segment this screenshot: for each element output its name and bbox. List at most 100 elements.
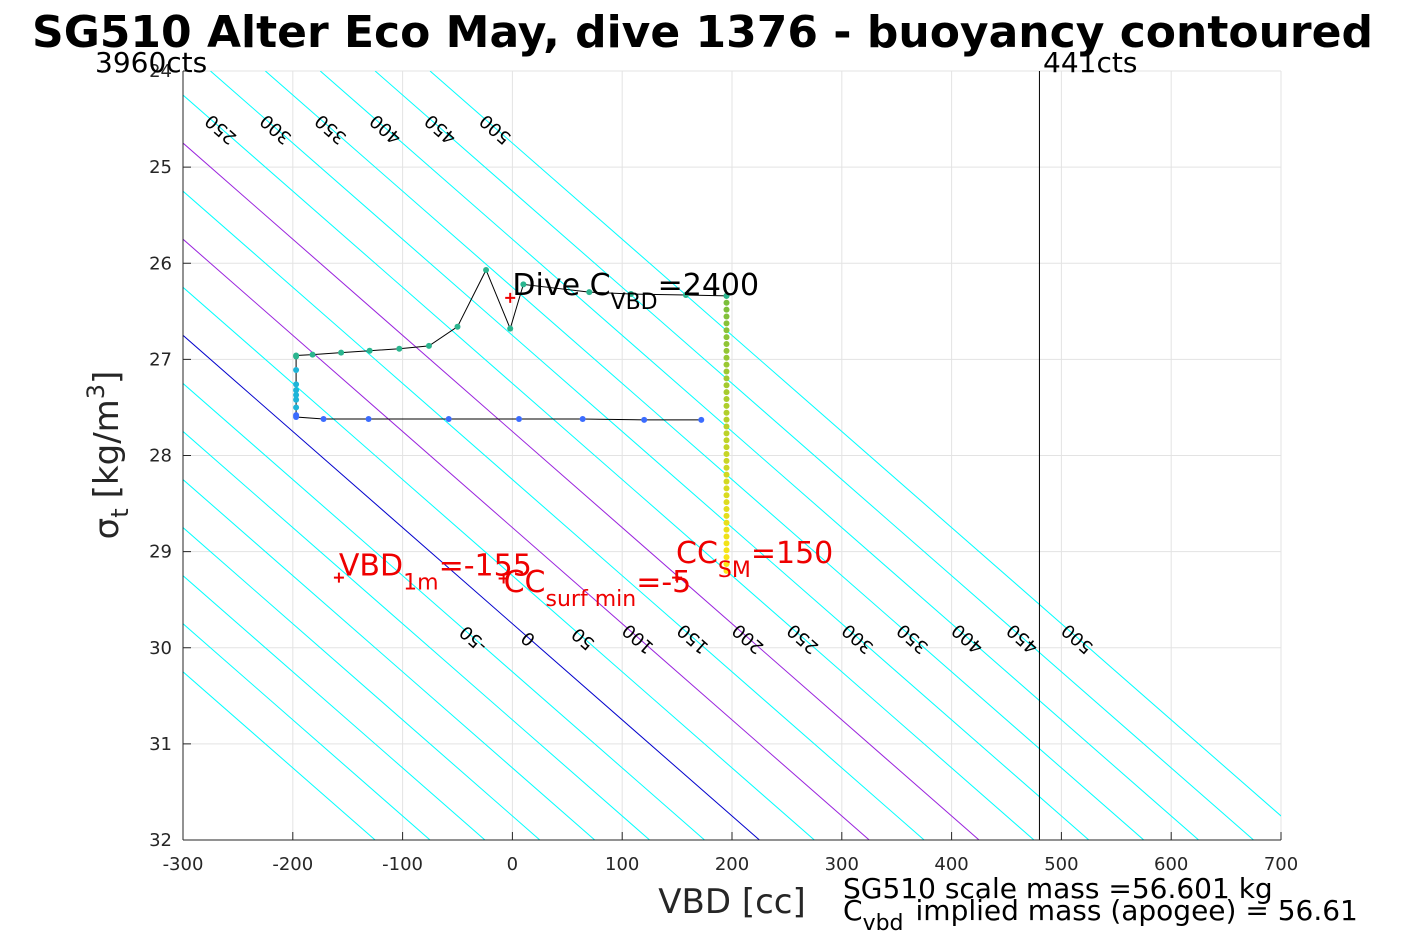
annotation-main: Dive C xyxy=(512,268,610,303)
contour-line xyxy=(183,382,705,840)
annotation-tail: =2400 xyxy=(658,268,759,303)
x-axis-label: VBD [cc] xyxy=(658,882,806,922)
data-point xyxy=(293,366,300,373)
data-point xyxy=(723,354,730,361)
contour-line xyxy=(183,671,376,840)
data-point xyxy=(293,391,300,398)
y-tick-label: 24 xyxy=(149,61,172,82)
data-point xyxy=(723,512,730,519)
annotation-sub: SM xyxy=(718,558,751,583)
data-point xyxy=(520,281,527,288)
data-point xyxy=(723,533,730,540)
y-tick-label: 30 xyxy=(149,638,172,659)
data-point xyxy=(723,347,730,354)
data-point xyxy=(293,404,300,411)
contour-line xyxy=(183,526,541,840)
data-point xyxy=(723,320,730,327)
data-point xyxy=(338,349,345,356)
annotation-main: CC xyxy=(504,565,546,600)
data-point xyxy=(723,505,730,512)
data-point xyxy=(579,415,586,422)
contour-line xyxy=(319,71,1199,840)
data-point xyxy=(445,415,452,422)
contour-line xyxy=(183,286,815,840)
data-point xyxy=(723,464,730,471)
contour-line xyxy=(183,94,1035,840)
contour-line xyxy=(429,71,1281,817)
data-point xyxy=(723,416,730,423)
x-tick-label: 100 xyxy=(605,854,639,875)
data-point xyxy=(723,368,730,375)
data-point xyxy=(723,423,730,430)
data-point xyxy=(293,381,300,388)
data-point xyxy=(515,415,522,422)
x-tick-label: -300 xyxy=(163,854,204,875)
x-tick-label: 400 xyxy=(934,854,968,875)
y-tick-label: 31 xyxy=(149,734,172,755)
data-point xyxy=(641,416,648,423)
annotation-tail: =-5 xyxy=(636,565,691,600)
data-point xyxy=(723,313,730,320)
x-tick-label: 700 xyxy=(1264,854,1298,875)
data-point xyxy=(483,266,490,273)
y-axis-label-sub: t xyxy=(106,508,134,517)
footer-implied-mass: Cvbd implied mass (apogee) = 56.61 xyxy=(843,894,1358,936)
data-point xyxy=(698,416,705,423)
x-tick-label: 300 xyxy=(825,854,859,875)
annotation-main: CC xyxy=(676,536,718,571)
contour-line xyxy=(183,334,760,840)
data-point xyxy=(293,412,300,419)
footer-implied-tail: implied mass (apogee) = 56.61 xyxy=(916,894,1358,927)
y-tick-label: 28 xyxy=(149,446,172,467)
data-point xyxy=(425,342,432,349)
footer-implied-main: C xyxy=(843,894,863,927)
corner-label-right: 441cts xyxy=(1043,46,1137,79)
contour-line xyxy=(183,574,486,840)
data-point xyxy=(396,345,403,352)
corner-label-left: 3960cts xyxy=(95,46,207,79)
data-point xyxy=(586,289,593,296)
contour-line xyxy=(183,190,925,840)
x-tick-label: 500 xyxy=(1044,854,1078,875)
data-point xyxy=(723,444,730,451)
x-tick-label: 0 xyxy=(507,854,518,875)
data-point xyxy=(723,560,730,567)
data-point xyxy=(723,451,730,458)
annotation-label: CCSM=150 xyxy=(676,536,833,583)
data-point xyxy=(723,567,730,574)
data-point xyxy=(723,382,730,389)
data-point xyxy=(723,430,730,437)
x-tick-label: -200 xyxy=(272,854,313,875)
footer-implied-sub: vbd xyxy=(863,911,904,936)
data-point xyxy=(723,292,730,299)
data-point xyxy=(723,471,730,478)
annotation-sub: 1m xyxy=(403,571,438,596)
data-point xyxy=(723,499,730,506)
data-point xyxy=(320,415,327,422)
contour-line xyxy=(210,71,1090,840)
data-point xyxy=(723,341,730,348)
data-point xyxy=(454,323,461,330)
buoyancy-contours xyxy=(183,71,1281,840)
marker-plus xyxy=(505,292,516,303)
y-tick-label: 32 xyxy=(149,830,172,851)
data-point xyxy=(293,396,300,403)
data-point xyxy=(723,554,730,561)
y-axis-label: σt [kg/m3] xyxy=(82,371,134,540)
data-point xyxy=(723,457,730,464)
data-point xyxy=(723,299,730,306)
data-point xyxy=(507,325,514,332)
data-point xyxy=(723,437,730,444)
annotation-sub: VBD xyxy=(611,290,658,315)
data-point xyxy=(723,396,730,403)
annotation-tail: =150 xyxy=(751,536,833,571)
data-point xyxy=(723,389,730,396)
data-point xyxy=(723,402,730,409)
y-tick-label: 26 xyxy=(149,253,172,274)
data-point xyxy=(723,334,730,341)
data-point xyxy=(723,519,730,526)
x-tick-label: 200 xyxy=(715,854,749,875)
axes xyxy=(182,70,1282,841)
contour-line xyxy=(265,71,1145,840)
